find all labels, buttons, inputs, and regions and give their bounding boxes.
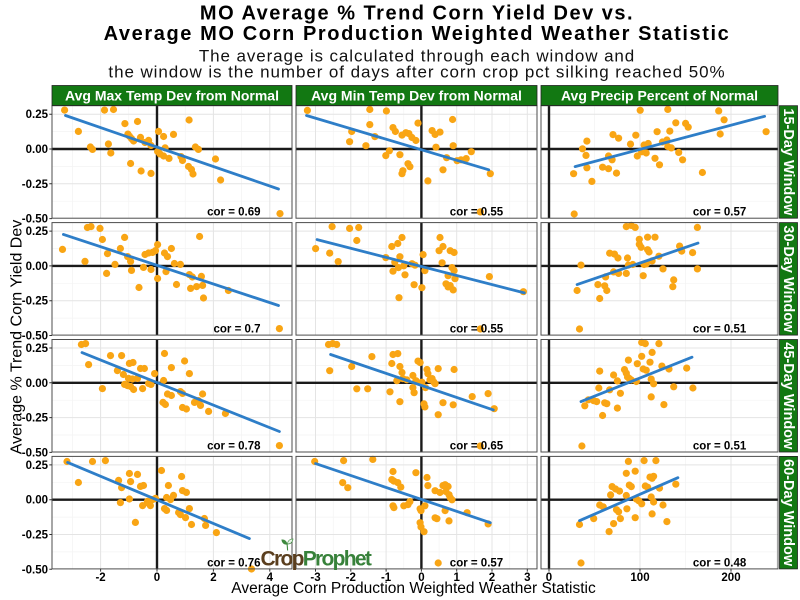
svg-text:cor = 0.51: cor = 0.51 (693, 441, 747, 453)
svg-text:3: 3 (524, 572, 530, 584)
svg-text:0: 0 (418, 572, 424, 584)
svg-text:0.00: 0.00 (26, 144, 48, 156)
svg-text:45-Day Window: 45-Day Window (780, 342, 796, 450)
svg-text:cor = 0.57: cor = 0.57 (450, 557, 503, 569)
svg-text:the window is the number of da: the window is the number of days after c… (108, 63, 725, 82)
svg-text:30-Day Window: 30-Day Window (780, 225, 796, 333)
svg-text:200: 200 (721, 572, 740, 584)
svg-text:-0.50: -0.50 (22, 564, 48, 576)
svg-text:cor = 0.48: cor = 0.48 (693, 557, 747, 569)
svg-text:-0.50: -0.50 (22, 447, 48, 459)
svg-text:1: 1 (453, 572, 460, 584)
svg-text:cor = 0.55: cor = 0.55 (450, 324, 504, 336)
svg-text:cor = 0.76: cor = 0.76 (207, 557, 260, 569)
svg-text:Avg Min Temp Dev from Normal: Avg Min Temp Dev from Normal (311, 87, 522, 103)
svg-text:60-Day Window: 60-Day Window (780, 459, 796, 567)
svg-text:0.25: 0.25 (26, 343, 49, 355)
svg-text:MO Average % Trend Corn Yield: MO Average % Trend Corn Yield Dev vs. (200, 3, 634, 25)
svg-text:Average Corn Production Weight: Average Corn Production Weighted Weather… (231, 580, 596, 597)
svg-text:-0.25: -0.25 (22, 296, 49, 308)
svg-text:2: 2 (210, 572, 216, 584)
svg-text:cor = 0.57: cor = 0.57 (693, 207, 746, 219)
svg-text:0.25: 0.25 (26, 226, 49, 238)
svg-text:cor = 0.55: cor = 0.55 (450, 207, 504, 219)
svg-text:0.00: 0.00 (26, 261, 48, 273)
svg-text:-0.25: -0.25 (22, 413, 49, 425)
svg-text:4: 4 (267, 572, 274, 584)
svg-text:0.25: 0.25 (26, 109, 49, 121)
svg-text:Average MO Corn Production Wei: Average MO Corn Production Weighted Weat… (104, 23, 731, 45)
svg-text:2: 2 (489, 572, 495, 584)
svg-text:-2: -2 (95, 572, 105, 584)
svg-text:cor = 0.69: cor = 0.69 (207, 207, 260, 219)
svg-text:Avg Precip Percent of Normal: Avg Precip Percent of Normal (561, 87, 758, 103)
svg-text:Avg Max Temp Dev from Normal: Avg Max Temp Dev from Normal (65, 87, 279, 103)
svg-text:Average % Trend Corn Yield Dev: Average % Trend Corn Yield Dev (9, 220, 26, 455)
svg-text:-0.25: -0.25 (22, 179, 49, 191)
svg-text:-0.50: -0.50 (22, 331, 48, 343)
svg-text:-2: -2 (346, 572, 356, 584)
svg-text:-0.25: -0.25 (22, 530, 49, 542)
svg-text:cor = 0.65: cor = 0.65 (450, 441, 504, 453)
svg-text:-0.50: -0.50 (22, 214, 48, 226)
svg-text:0.00: 0.00 (26, 495, 48, 507)
svg-text:CropProphet: CropProphet (261, 548, 372, 571)
svg-text:100: 100 (630, 572, 649, 584)
svg-text:cor = 0.78: cor = 0.78 (207, 441, 261, 453)
svg-text:The average is calculated thro: The average is calculated through each w… (199, 47, 635, 66)
svg-text:15-Day Window: 15-Day Window (780, 108, 796, 216)
svg-text:0: 0 (546, 572, 552, 584)
svg-text:0.00: 0.00 (26, 378, 48, 390)
svg-text:cor = 0.51: cor = 0.51 (693, 324, 747, 336)
svg-text:0: 0 (154, 572, 160, 584)
svg-text:0.25: 0.25 (26, 460, 49, 472)
svg-text:-3: -3 (310, 572, 320, 584)
svg-text:cor = 0.7: cor = 0.7 (214, 324, 261, 336)
svg-text:-1: -1 (381, 572, 392, 584)
